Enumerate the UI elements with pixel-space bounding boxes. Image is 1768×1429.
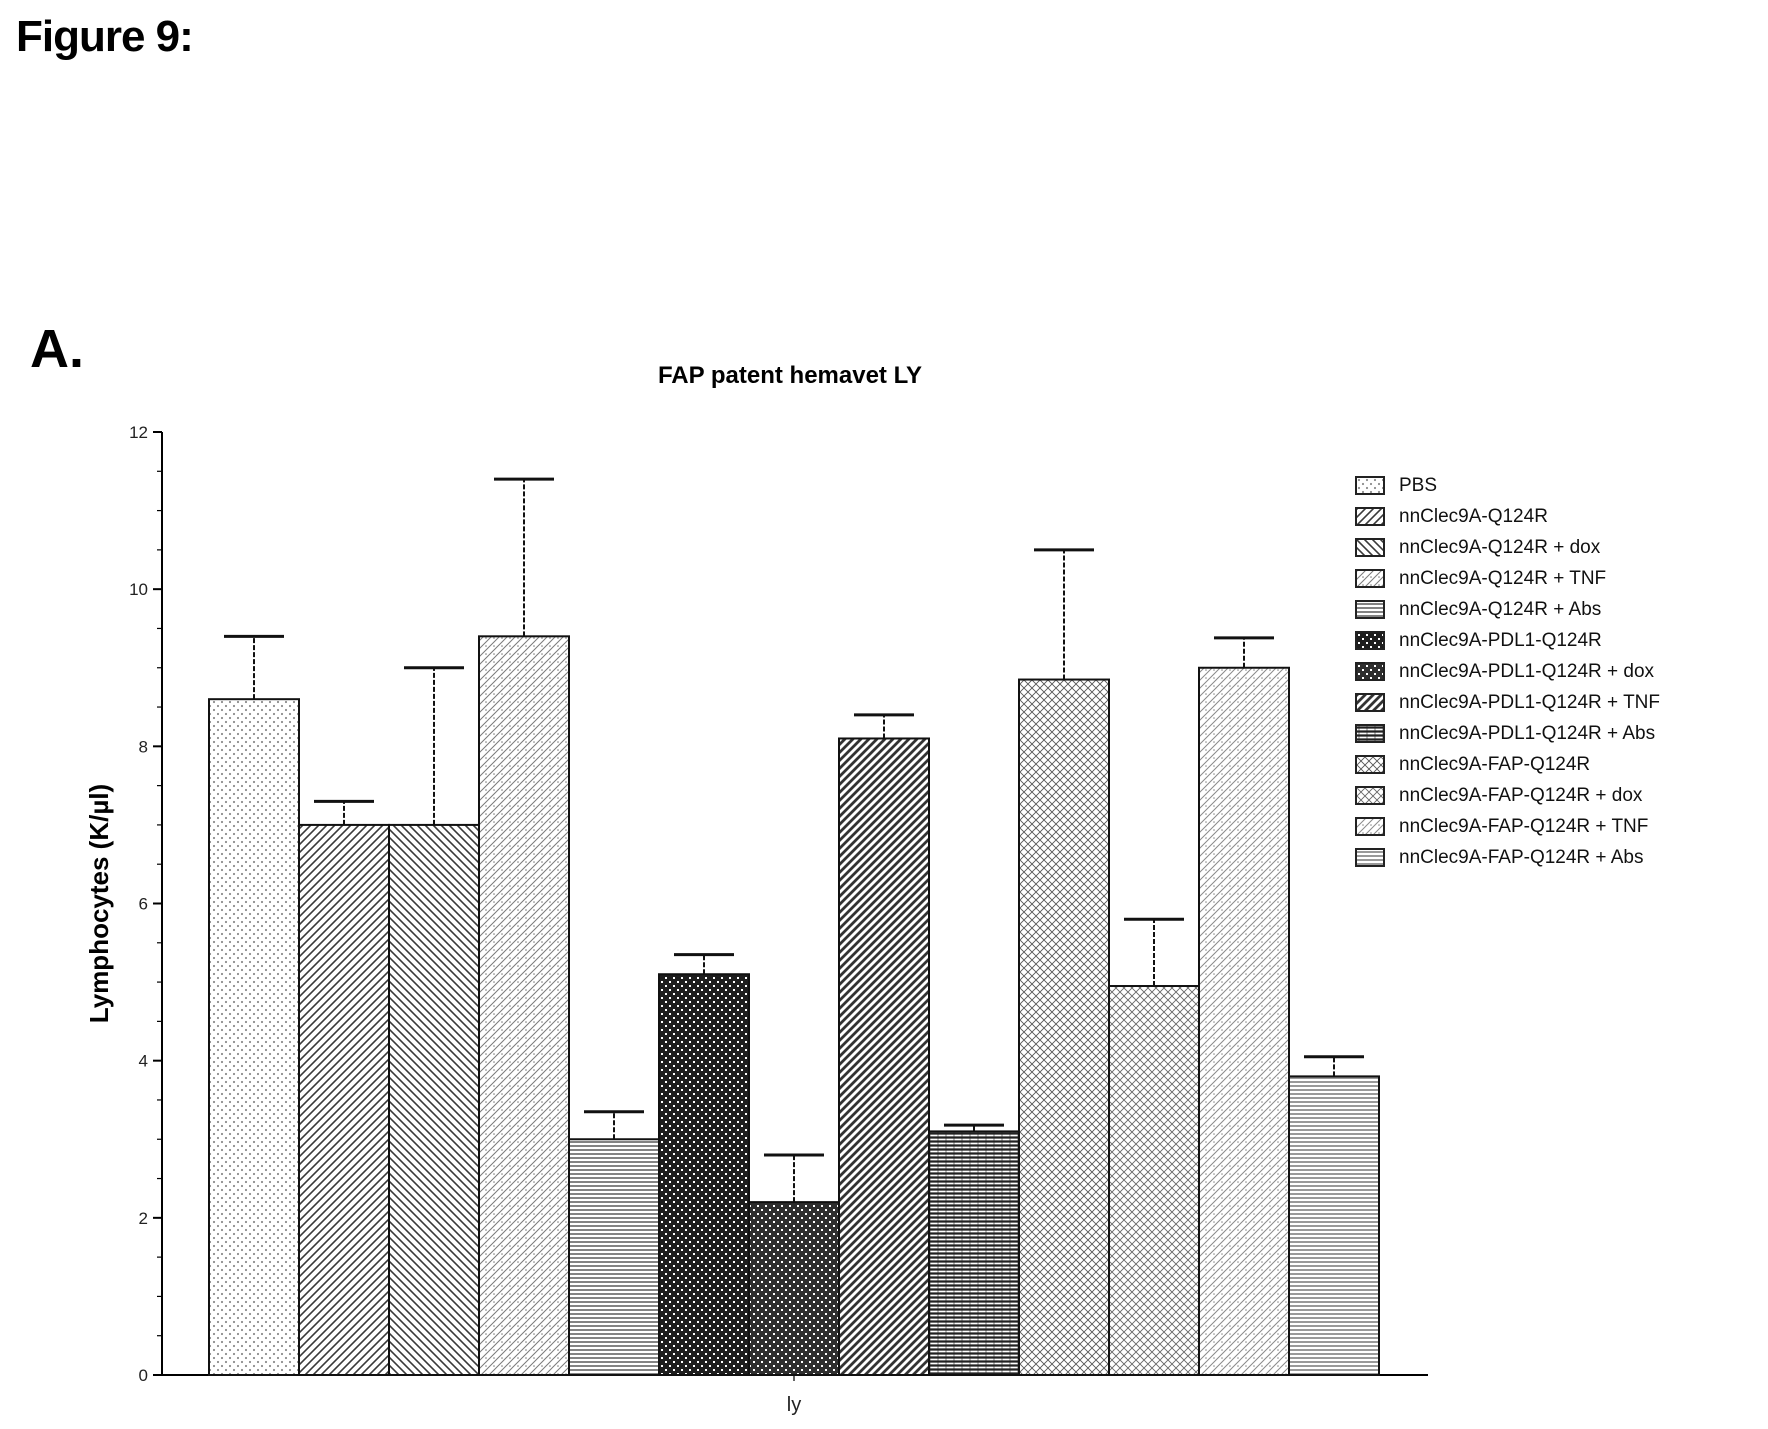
y-axis-label: Lymphocytes (K/µl)	[84, 784, 114, 1023]
legend-label: nnClec9A-Q124R + dox	[1399, 536, 1601, 558]
bar	[928, 1130, 1020, 1377]
legend-swatch	[1355, 724, 1385, 743]
bar	[208, 698, 300, 1376]
legend-label: nnClec9A-PDL1-Q124R	[1399, 629, 1602, 651]
legend-label: nnClec9A-PDL1-Q124R + TNF	[1399, 691, 1661, 713]
bar	[388, 823, 480, 1376]
legend-label: nnClec9A-PDL1-Q124R + dox	[1399, 660, 1655, 682]
legend-label: nnClec9A-FAP-Q124R + Abs	[1399, 846, 1644, 868]
bar	[1018, 678, 1110, 1376]
y-tick-label: 2	[139, 1209, 148, 1228]
legend-item: nnClec9A-PDL1-Q124R + dox	[1355, 656, 1660, 687]
panel-label: A.	[30, 319, 84, 379]
legend-item: nnClec9A-FAP-Q124R + dox	[1355, 780, 1660, 811]
bar	[568, 1138, 660, 1376]
legend-label: nnClec9A-Q124R + Abs	[1399, 598, 1602, 620]
legend-item: nnClec9A-FAP-Q124R + Abs	[1355, 842, 1660, 873]
x-tick-label: ly	[787, 1394, 801, 1416]
figure-title: Figure 9:	[16, 12, 194, 61]
bar	[838, 737, 930, 1376]
bar	[1198, 666, 1290, 1376]
legend: PBS nnClec9A-Q124R nnClec9A-Q124R + dox nnC…	[1355, 470, 1660, 873]
y-tick-label: 10	[129, 580, 148, 599]
legend-item: nnClec9A-PDL1-Q124R	[1355, 625, 1660, 656]
legend-label: nnClec9A-PDL1-Q124R + Abs	[1399, 722, 1656, 744]
legend-swatch	[1355, 848, 1385, 867]
legend-swatch	[1355, 569, 1385, 588]
y-tick-label: 0	[139, 1366, 148, 1385]
y-tick-label: 12	[129, 423, 148, 442]
bar	[298, 823, 390, 1376]
legend-swatch	[1355, 600, 1385, 619]
legend-label: nnClec9A-Q124R	[1399, 505, 1548, 527]
legend-swatch	[1355, 693, 1385, 712]
legend-item: nnClec9A-FAP-Q124R	[1355, 749, 1660, 780]
legend-item: nnClec9A-Q124R	[1355, 501, 1660, 532]
legend-label: nnClec9A-FAP-Q124R + dox	[1399, 784, 1643, 806]
bar	[1288, 1075, 1380, 1376]
legend-item: nnClec9A-PDL1-Q124R + TNF	[1355, 687, 1660, 718]
bar	[478, 635, 570, 1376]
legend-swatch	[1355, 662, 1385, 681]
legend-label: nnClec9A-FAP-Q124R + TNF	[1399, 815, 1649, 837]
legend-item: nnClec9A-FAP-Q124R + TNF	[1355, 811, 1660, 842]
legend-item: nnClec9A-Q124R + TNF	[1355, 563, 1660, 594]
bar	[748, 1201, 840, 1377]
y-tick-label: 4	[139, 1052, 148, 1071]
legend-item: PBS	[1355, 470, 1660, 501]
legend-swatch	[1355, 476, 1385, 495]
chart-bars	[208, 477, 1380, 1377]
bar	[658, 973, 750, 1376]
legend-label: nnClec9A-Q124R + TNF	[1399, 567, 1607, 589]
legend-label: PBS	[1399, 474, 1438, 496]
y-tick-label: 6	[139, 895, 148, 914]
legend-item: nnClec9A-PDL1-Q124R + Abs	[1355, 718, 1660, 749]
legend-swatch	[1355, 755, 1385, 774]
legend-item: nnClec9A-Q124R + dox	[1355, 532, 1660, 563]
legend-swatch	[1355, 631, 1385, 650]
bar	[1108, 985, 1200, 1376]
legend-item: nnClec9A-Q124R + Abs	[1355, 594, 1660, 625]
chart-title: FAP patent hemavet LY	[657, 362, 923, 389]
legend-swatch	[1355, 817, 1385, 836]
y-tick-label: 8	[139, 737, 148, 756]
legend-swatch	[1355, 538, 1385, 557]
legend-swatch	[1355, 786, 1385, 805]
legend-label: nnClec9A-FAP-Q124R	[1399, 753, 1591, 775]
legend-swatch	[1355, 507, 1385, 526]
